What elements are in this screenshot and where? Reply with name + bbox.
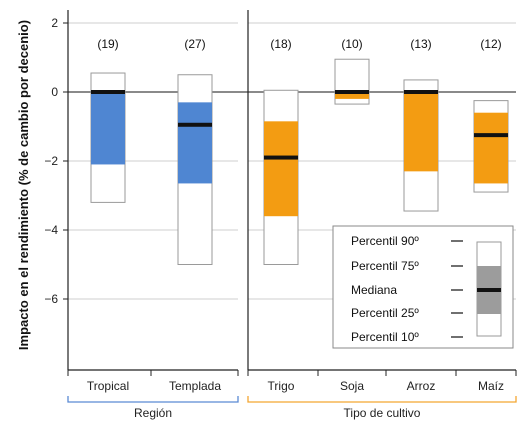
box-soja	[334, 58, 370, 105]
y-tick-label: 2	[51, 16, 58, 30]
count-label: (12)	[480, 37, 501, 51]
category-label: Trigo	[268, 379, 295, 393]
legend-item-label: Percentil 10º	[351, 330, 419, 344]
iqr-box	[91, 92, 125, 165]
y-tick-label: −4	[44, 223, 58, 237]
box-layer	[90, 58, 509, 266]
count-label: (13)	[410, 37, 431, 51]
iqr-box	[474, 112, 508, 184]
median-bar	[91, 90, 125, 94]
category-label: Tropical	[87, 379, 129, 393]
category-label: Arroz	[407, 379, 436, 393]
y-tick-label: −2	[44, 154, 58, 168]
legend-item-label: Mediana	[351, 283, 397, 297]
category-label: Maíz	[478, 379, 504, 393]
legend-item-label: Percentil 90º	[351, 234, 419, 248]
group-bracket-2	[247, 396, 517, 403]
group-bracket-1	[67, 396, 239, 403]
count-label: (18)	[270, 37, 291, 51]
count-label: (10)	[341, 37, 362, 51]
legend-item-label: Percentil 25º	[351, 306, 419, 320]
text-layer: 2 0 −2 −4 −6 Impacto en el rendimiento (% de …	[16, 16, 504, 420]
box-tropical	[90, 72, 126, 203]
median-bar	[474, 133, 508, 138]
iqr-box	[404, 92, 438, 172]
count-label: (19)	[97, 37, 118, 51]
legend-sample-median	[477, 288, 501, 292]
median-bar	[404, 90, 438, 94]
group-label: Tipo de cultivo	[344, 406, 421, 420]
iqr-box	[264, 121, 298, 217]
box-maíz	[473, 100, 509, 193]
median-bar	[264, 155, 298, 160]
y-tick-label: 0	[51, 85, 58, 99]
group-label: Región	[134, 406, 172, 420]
box-trigo	[263, 89, 299, 266]
y-tick-label: −6	[44, 292, 58, 306]
iqr-box	[335, 90, 369, 99]
median-bar	[335, 90, 369, 94]
legend: Percentil 90º Percentil 75º Mediana Percent…	[332, 225, 514, 349]
axis-layer	[63, 10, 517, 403]
iqr-box	[178, 102, 212, 184]
box-arroz	[403, 79, 439, 212]
median-bar	[178, 122, 212, 127]
y-axis-label: Impacto en el rendimiento (% de cambio p…	[16, 20, 31, 350]
count-label: (27)	[184, 37, 205, 51]
category-label: Soja	[340, 379, 364, 393]
box-templada	[177, 74, 213, 265]
legend-item-label: Percentil 75º	[351, 259, 419, 273]
category-label: Templada	[169, 379, 221, 393]
